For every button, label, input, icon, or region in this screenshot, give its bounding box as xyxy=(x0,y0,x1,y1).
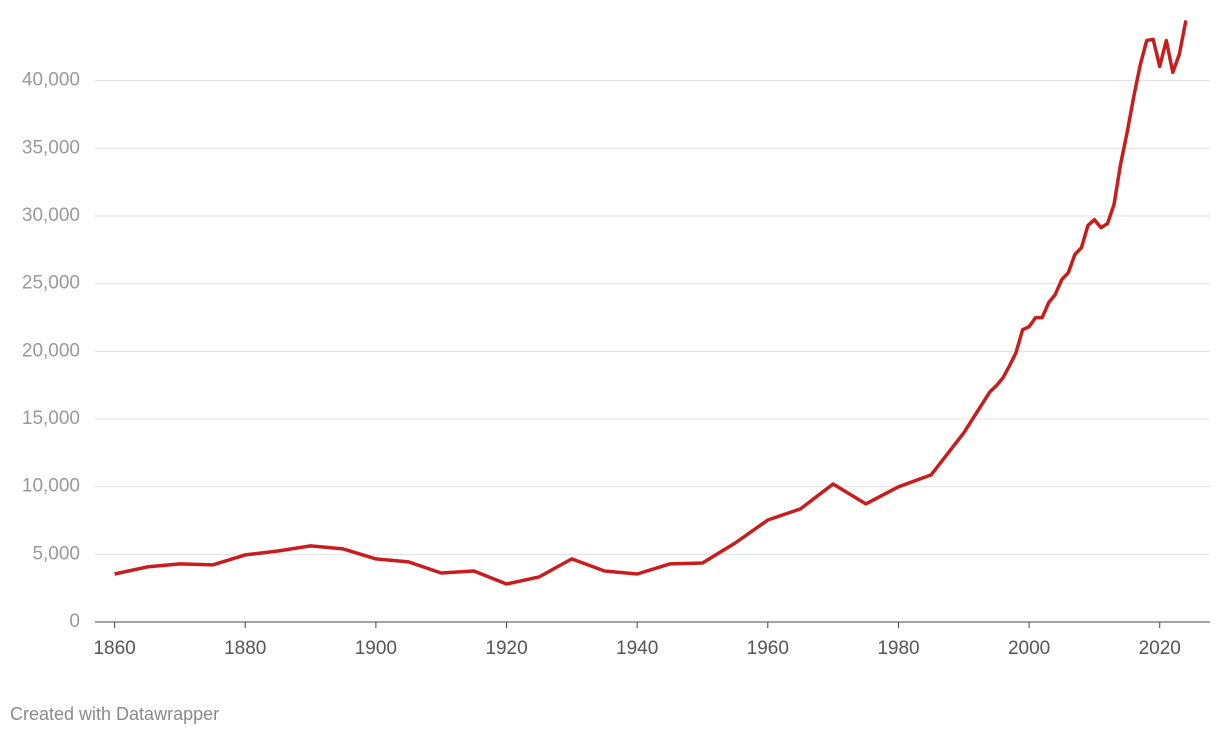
x-tick-label: 1900 xyxy=(355,638,397,659)
x-tick-label: 1940 xyxy=(616,638,658,659)
y-tick-label: 25,000 xyxy=(22,273,80,294)
y-tick-label: 15,000 xyxy=(22,408,80,429)
y-tick-label: 10,000 xyxy=(22,476,80,497)
y-tick-label: 20,000 xyxy=(22,340,80,361)
x-tick-label: 2000 xyxy=(1008,638,1050,659)
y-tick-label: 35,000 xyxy=(22,137,80,158)
y-tick-label: 5,000 xyxy=(32,543,80,564)
y-tick-label: 0 xyxy=(69,611,80,632)
x-tick-label: 1980 xyxy=(877,638,919,659)
footer: Created with Datawrapper xyxy=(10,704,219,724)
x-tick-label: 1860 xyxy=(93,638,135,659)
y-tick-label: 40,000 xyxy=(22,70,80,91)
x-tick-label: 1920 xyxy=(485,638,527,659)
y-tick-label: 30,000 xyxy=(22,205,80,226)
x-tick-label: 2020 xyxy=(1139,638,1181,659)
x-tick-label: 1960 xyxy=(747,638,789,659)
x-tick-label: 1880 xyxy=(224,638,266,659)
data-line xyxy=(114,20,1188,586)
